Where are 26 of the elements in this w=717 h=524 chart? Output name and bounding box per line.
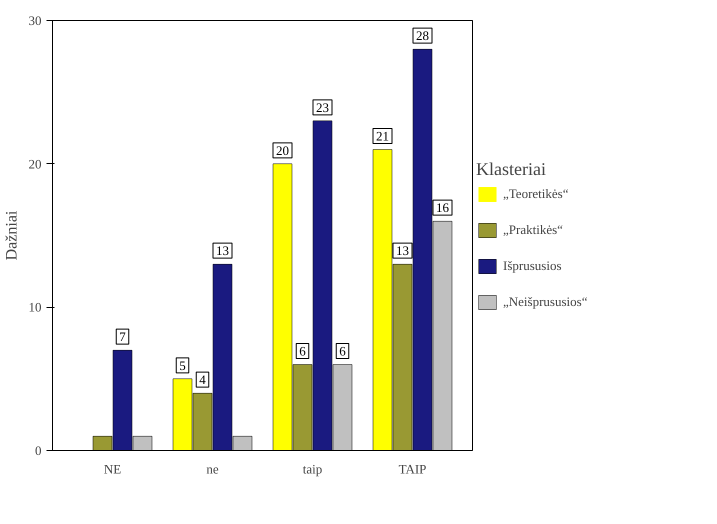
data-label: 23 <box>316 100 329 115</box>
data-label: 4 <box>199 372 206 388</box>
data-label: 16 <box>436 200 450 216</box>
legend-label: „Neišprususios“ <box>503 294 588 310</box>
legend-label: Išprususios <box>503 258 562 274</box>
data-label: 28 <box>416 28 429 44</box>
y-tick-label: 0 <box>35 443 42 458</box>
legend-label: „Teoretikės“ <box>503 186 568 202</box>
x-tick-label: taip <box>302 462 322 476</box>
y-tick-label: 30 <box>28 13 42 28</box>
y-tick-label: 10 <box>28 300 42 315</box>
x-tick-label: NE <box>104 462 122 476</box>
y-tick-label: 20 <box>28 156 42 172</box>
legend-title: Klasteriai <box>476 159 547 180</box>
data-label: 5 <box>179 358 186 373</box>
data-label: 13 <box>216 243 229 258</box>
data-label: 7 <box>119 329 126 344</box>
data-label: 20 <box>276 142 289 158</box>
x-tick-label: ne <box>206 462 219 476</box>
data-label: 21 <box>376 128 389 144</box>
data-label: 6 <box>339 344 346 358</box>
x-tick-label: TAIP <box>398 462 426 476</box>
data-label: 6 <box>299 344 306 358</box>
y-axis-title: Dažniai <box>4 210 20 260</box>
data-label: 13 <box>396 243 409 258</box>
legend-label: „Praktikės“ <box>503 222 563 238</box>
